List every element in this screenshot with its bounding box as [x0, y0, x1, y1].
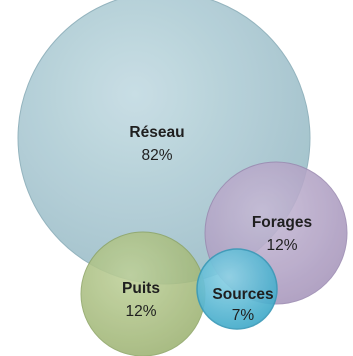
label-sources-value: 7% — [232, 307, 255, 324]
bubble-sources — [196, 248, 278, 330]
labels-layer: Réseau 82% Forages 12% Puits 12% Sources… — [122, 124, 312, 324]
bubbles-layer — [17, 0, 348, 356]
label-reseau-name: Réseau — [129, 124, 184, 141]
label-reseau-value: 82% — [141, 147, 172, 164]
label-sources-name: Sources — [212, 286, 273, 303]
label-puits-value: 12% — [125, 303, 156, 320]
label-puits-name: Puits — [122, 280, 160, 297]
label-forages-value: 12% — [266, 237, 297, 254]
label-forages-name: Forages — [252, 214, 312, 231]
